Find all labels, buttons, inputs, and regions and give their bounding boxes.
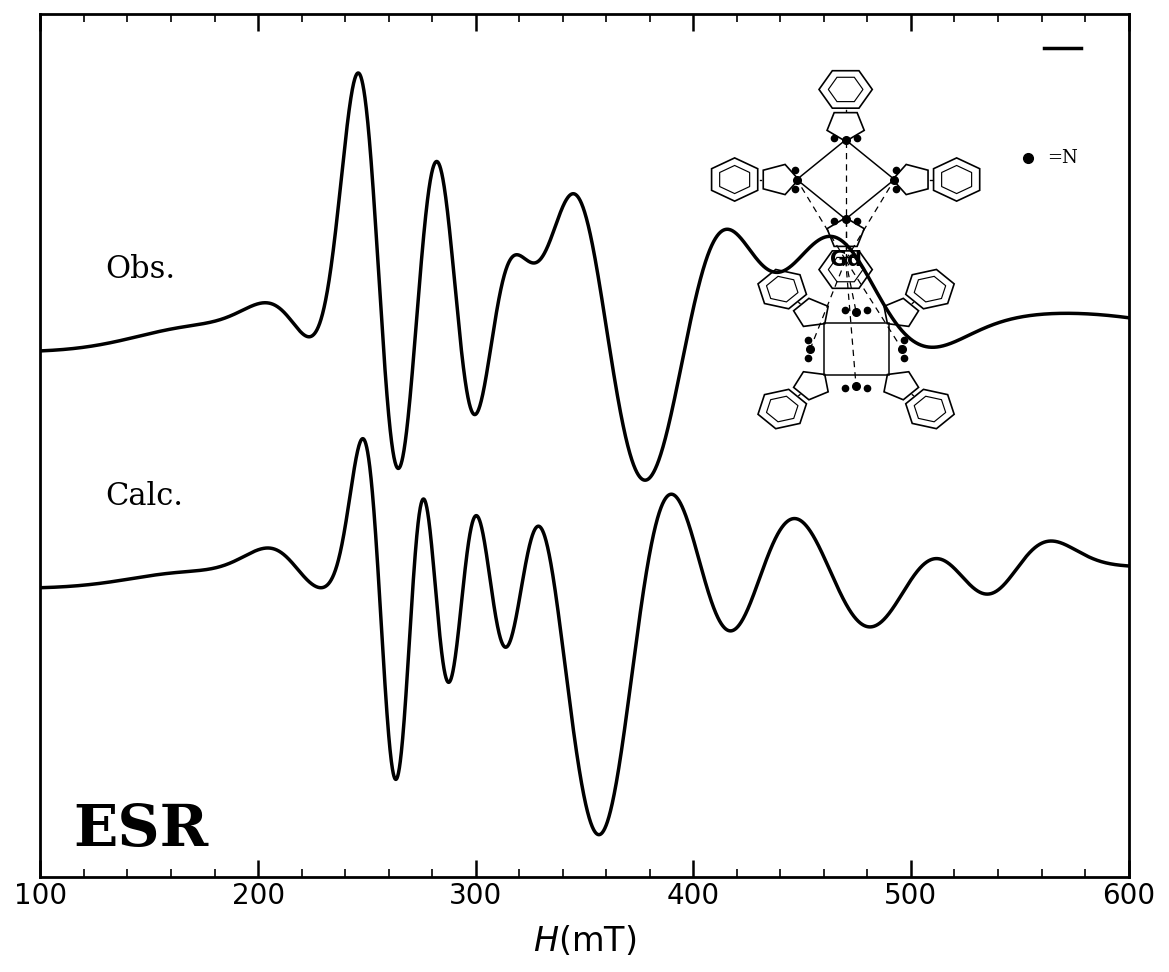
Text: ESR: ESR bbox=[74, 802, 208, 857]
X-axis label: $\mathit{H}$(mT): $\mathit{H}$(mT) bbox=[533, 924, 636, 958]
Text: Calc.: Calc. bbox=[105, 481, 184, 512]
Text: Obs.: Obs. bbox=[105, 255, 175, 286]
